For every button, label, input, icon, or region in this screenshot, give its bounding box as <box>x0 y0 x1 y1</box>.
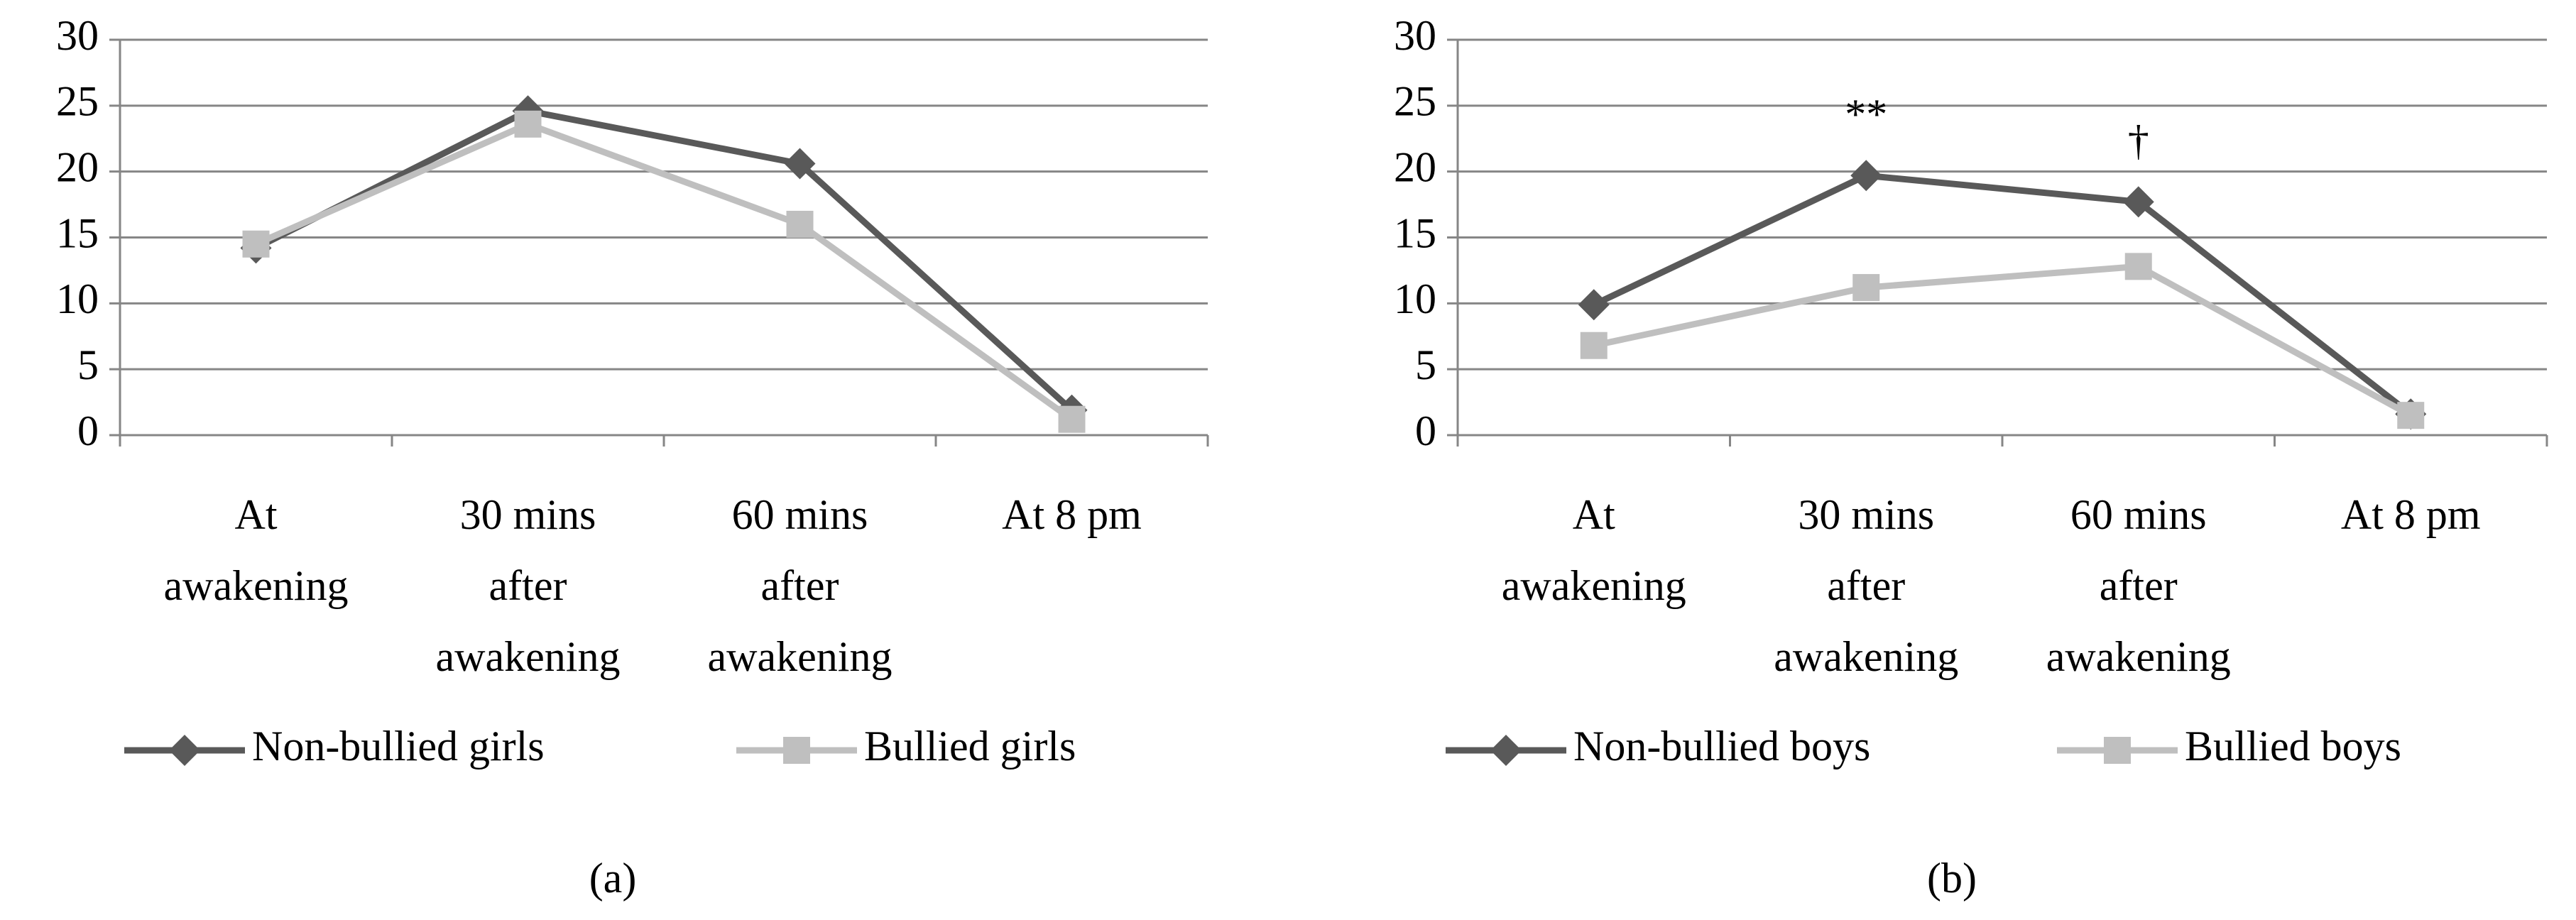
legend-marker <box>169 735 200 766</box>
legend-marker <box>1490 735 1522 766</box>
legend-marker <box>783 737 810 764</box>
y-tick-label: 25 <box>56 78 99 125</box>
legend-marker <box>2104 737 2131 764</box>
marker <box>1058 405 1086 433</box>
legend-label: Non-bullied girls <box>252 723 545 770</box>
marker <box>1850 160 1882 192</box>
marker <box>2122 186 2154 218</box>
legend-label: Non-bullied boys <box>1573 723 1870 770</box>
y-tick-label: 30 <box>56 12 99 59</box>
y-tick-label: 10 <box>56 275 99 322</box>
legend-label: Bullied girls <box>864 723 1076 770</box>
x-tick-label: At 8 pm <box>2340 491 2481 538</box>
y-tick-label: 5 <box>1415 341 1436 388</box>
x-tick-label: 60 mins after awakening <box>2046 491 2231 680</box>
legend-label: Bullied boys <box>2185 723 2401 770</box>
y-tick-label: 25 <box>1394 78 1436 125</box>
y-tick-label: 0 <box>77 407 99 454</box>
y-tick-label: 5 <box>77 341 99 388</box>
y-tick-label: 20 <box>56 143 99 190</box>
annotation: † <box>2128 117 2149 164</box>
x-tick-label: At awakening <box>1501 491 1686 609</box>
marker <box>1580 332 1608 359</box>
panel-label: (b) <box>1927 855 1977 902</box>
y-tick-label: 15 <box>56 209 99 256</box>
marker <box>1578 289 1610 321</box>
annotation: ** <box>1845 91 1887 138</box>
marker <box>242 230 270 258</box>
y-tick-label: 15 <box>1394 209 1436 256</box>
marker <box>514 110 542 138</box>
x-tick-label: At 8 pm <box>1002 491 1142 538</box>
y-tick-label: 0 <box>1415 407 1436 454</box>
marker <box>2397 402 2425 429</box>
series-line <box>254 107 1074 413</box>
y-tick-label: 30 <box>1394 12 1436 59</box>
series-line <box>1592 172 2413 417</box>
x-tick-label: 30 mins after awakening <box>435 491 621 680</box>
series-line <box>254 121 1074 422</box>
marker <box>2124 253 2152 280</box>
marker <box>1852 274 1880 302</box>
marker <box>786 210 814 238</box>
x-tick-label: 30 mins after awakening <box>1774 491 1959 680</box>
series-line <box>1593 263 2413 419</box>
x-tick-label: At awakening <box>163 491 349 609</box>
y-tick-label: 10 <box>1394 275 1436 322</box>
x-tick-label: 60 mins after awakening <box>707 491 893 680</box>
panel-label: (a) <box>589 855 637 902</box>
y-tick-label: 20 <box>1394 143 1436 190</box>
marker <box>784 148 816 180</box>
